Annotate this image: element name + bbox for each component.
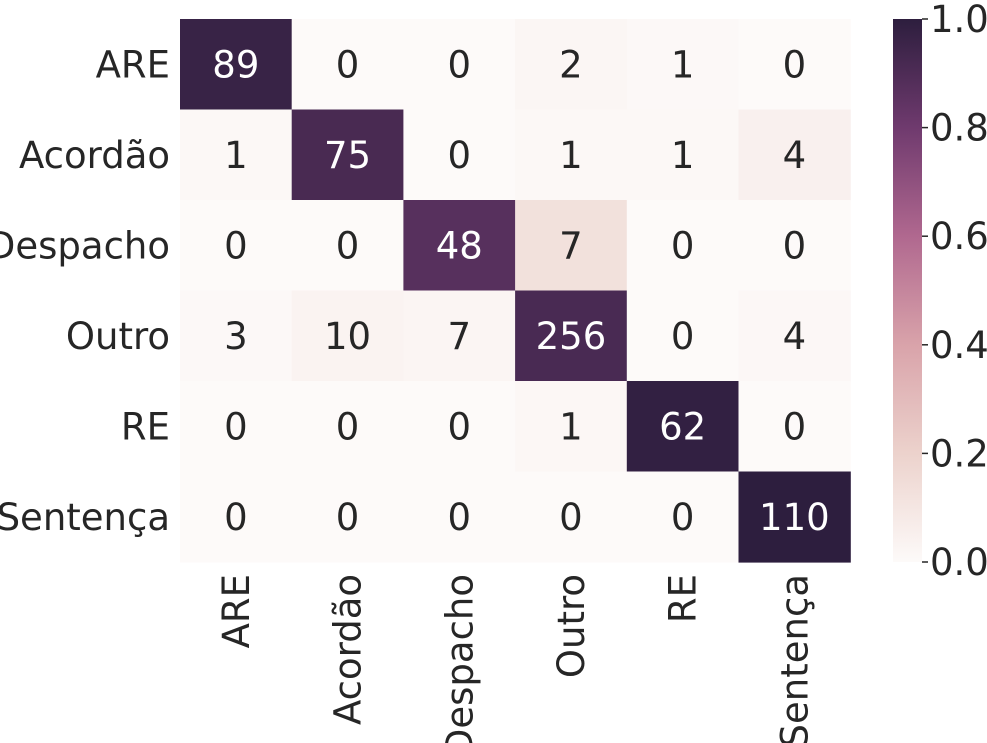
cell-value-label-4-4: 62 [659, 405, 706, 448]
cell-value-label-4-5: 0 [783, 405, 807, 448]
y-tick-label-3: Outro [66, 315, 170, 358]
heatmap-cell-2-2 [403, 200, 516, 292]
heatmap-cell-3-1 [291, 290, 404, 382]
heatmap-cell-5-2 [403, 471, 516, 563]
cell-value-label-2-4: 0 [671, 224, 695, 267]
cell-value-label-4-1: 0 [336, 405, 360, 448]
cell-value-label-5-1: 0 [336, 496, 360, 539]
cell-value-label-2-1: 0 [336, 224, 360, 267]
cell-value-label-5-5: 110 [759, 496, 830, 539]
heatmap-cell-3-3 [515, 290, 628, 382]
heatmap-cell-4-5 [738, 381, 851, 473]
y-tick-label-4: RE [121, 405, 170, 448]
heatmap-cell-5-5 [738, 471, 851, 563]
y-axis-tick-labels: ARE Acordão Despacho Outro RE Sentença [0, 43, 170, 539]
colorbar-tick-label-1: 0.2 [930, 432, 987, 475]
cell-value-label-2-3: 7 [559, 224, 583, 267]
heatmap-cell-0-3 [515, 19, 628, 111]
x-tick-label-5: Sentença [773, 574, 816, 743]
colorbar-gradient [893, 19, 922, 562]
heatmap-cell-4-3 [515, 381, 628, 473]
heatmap-cell-0-5 [738, 19, 851, 111]
cell-value-label-1-3: 1 [559, 134, 583, 177]
colorbar-tick-label-4: 0.8 [930, 107, 987, 150]
x-tick-label-3: Outro [550, 574, 593, 678]
cell-value-label-0-2: 0 [447, 43, 471, 86]
heatmap-cell-1-4 [626, 109, 740, 201]
colorbar-tick-label-0: 0.0 [930, 541, 987, 584]
colorbar-tick-label-3: 0.6 [930, 215, 987, 258]
y-tick-label-1: Acordão [19, 134, 170, 177]
cell-value-label-0-0: 89 [212, 43, 259, 86]
y-tick-label-2: Despacho [0, 224, 170, 267]
x-tick-label-4: RE [662, 574, 705, 623]
cell-value-label-3-2: 7 [447, 315, 471, 358]
heatmap-cell-0-1 [291, 19, 404, 111]
heatmap-cell-1-1 [291, 109, 404, 201]
x-tick-label-2: Despacho [438, 574, 481, 743]
cell-value-label-5-0: 0 [224, 496, 248, 539]
cell-value-label-5-4: 0 [671, 496, 695, 539]
heatmap-cell-4-4 [626, 381, 740, 473]
cell-value-label-0-5: 0 [783, 43, 807, 86]
heatmap-cell-3-5 [738, 290, 851, 382]
cell-value-label-3-5: 4 [783, 315, 807, 358]
cell-value-label-3-1: 10 [324, 315, 371, 358]
colorbar: 0.0 0.2 0.4 0.6 0.8 1.0 [893, 0, 987, 584]
cell-value-label-5-2: 0 [447, 496, 471, 539]
heatmap-cell-1-5 [738, 109, 851, 201]
heatmap-cell-3-4 [626, 290, 740, 382]
heatmap-cell-2-1 [291, 200, 404, 292]
heatmap-cells [180, 19, 851, 563]
cell-value-label-0-1: 0 [336, 43, 360, 86]
heatmap-cell-labels: 89 0 0 2 1 01 75 0 1 1 40 0 48 7 0 03 10 7 256 0 40 0 0 1 62 00 0 0… [212, 43, 829, 539]
heatmap-cell-2-4 [626, 200, 740, 292]
cell-value-label-2-2: 48 [436, 224, 483, 267]
cell-value-label-0-3: 2 [559, 43, 583, 86]
cell-value-label-5-3: 0 [559, 496, 583, 539]
heatmap-cell-1-3 [515, 109, 628, 201]
heatmap-cell-2-5 [738, 200, 851, 292]
heatmap-cell-4-1 [291, 381, 404, 473]
cell-value-label-1-5: 4 [783, 134, 807, 177]
colorbar-tick-label-5: 1.0 [930, 0, 987, 41]
x-axis-tick-labels: ARE Acordão Despacho Outro RE Sentença [215, 574, 816, 743]
x-tick-label-1: Acordão [327, 574, 370, 725]
y-tick-label-5: Sentença [0, 496, 170, 539]
cell-value-label-1-4: 1 [671, 134, 695, 177]
heatmap-cell-2-3 [515, 200, 628, 292]
cell-value-label-1-0: 1 [224, 134, 248, 177]
cell-value-label-3-3: 256 [536, 315, 607, 358]
cell-value-label-2-5: 0 [783, 224, 807, 267]
heatmap-cell-3-0 [180, 290, 293, 382]
cell-value-label-4-0: 0 [224, 405, 248, 448]
heatmap-cell-3-2 [403, 290, 516, 382]
heatmap-cell-5-0 [180, 471, 293, 563]
heatmap-cell-5-4 [626, 471, 740, 563]
cell-value-label-1-2: 0 [447, 134, 471, 177]
cell-value-label-0-4: 1 [671, 43, 695, 86]
cell-value-label-4-3: 1 [559, 405, 583, 448]
cell-value-label-3-0: 3 [224, 315, 248, 358]
heatmap-cell-5-1 [291, 471, 404, 563]
heatmap-cell-0-2 [403, 19, 516, 111]
heatmap-cell-5-3 [515, 471, 628, 563]
heatmap-cell-0-4 [626, 19, 740, 111]
cell-value-label-1-1: 75 [324, 134, 371, 177]
heatmap-cell-4-0 [180, 381, 293, 473]
colorbar-tick-label-2: 0.4 [930, 324, 987, 367]
cell-value-label-3-4: 0 [671, 315, 695, 358]
x-tick-label-0: ARE [215, 574, 258, 648]
cell-value-label-2-0: 0 [224, 224, 248, 267]
cell-value-label-4-2: 0 [447, 405, 471, 448]
heatmap-cell-2-0 [180, 200, 293, 292]
heatmap-cell-1-0 [180, 109, 293, 201]
heatmap-cell-1-2 [403, 109, 516, 201]
y-tick-label-0: ARE [96, 43, 170, 86]
heatmap-cell-4-2 [403, 381, 516, 473]
heatmap-cell-0-0 [180, 19, 293, 111]
